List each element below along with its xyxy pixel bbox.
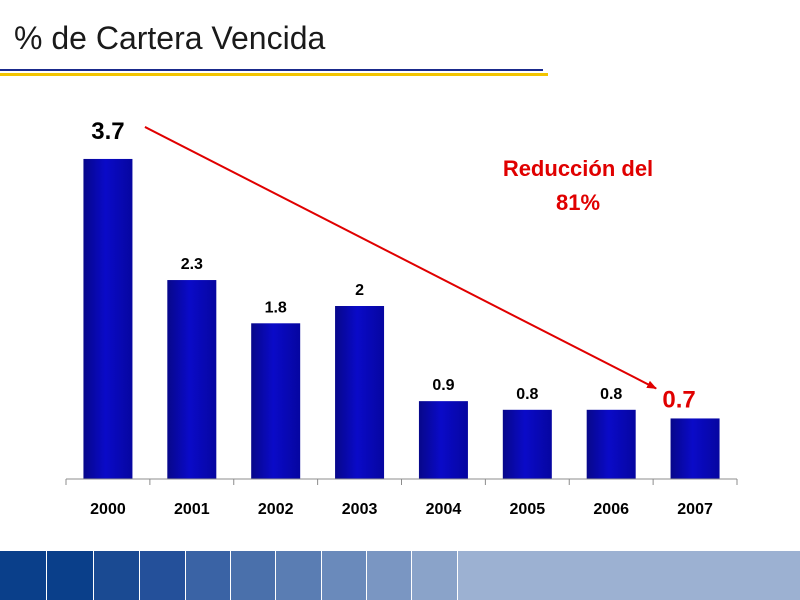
footer-segment [276, 551, 322, 600]
x-tick-label: 2003 [342, 501, 378, 518]
bar-2007 [670, 418, 720, 479]
bar-2005 [502, 409, 552, 479]
x-tick-label: 2001 [174, 501, 210, 518]
value-label-2007: 0.7 [662, 386, 695, 413]
footer-segment [231, 551, 276, 600]
value-label-2003: 2 [355, 282, 364, 299]
footer-segment [0, 551, 47, 600]
x-tick-label: 2005 [510, 501, 546, 518]
value-label-2006: 0.8 [600, 386, 622, 403]
trend-arrow [144, 126, 657, 390]
page-title: % de Cartera Vencida [14, 20, 326, 56]
x-tick-label: 2000 [90, 501, 126, 518]
value-label-2001: 2.3 [181, 256, 203, 273]
x-tick-label: 2006 [593, 501, 629, 518]
value-label-2005: 0.8 [516, 386, 538, 403]
value-label-2000: 3.7 [91, 118, 124, 145]
bar-2001 [167, 280, 217, 479]
footer-segment [458, 551, 800, 600]
footer-segment [47, 551, 94, 600]
footer-band [0, 551, 800, 600]
x-tick-label: 2004 [426, 501, 462, 518]
bar-2002 [251, 323, 301, 479]
value-label-2002: 1.8 [265, 299, 287, 316]
bar-2000 [83, 158, 133, 479]
title-underline-blue [0, 69, 543, 71]
x-tick-label: 2002 [258, 501, 294, 518]
footer-segment [140, 551, 186, 600]
bar-chart: 2000 3.7 2001 2.3 2002 1.8 2003 2 2004 0.9 2005 0.8… [65, 118, 738, 518]
footer-segment [322, 551, 367, 600]
reduction-annotation: 81% [556, 190, 600, 215]
bar-2003 [335, 306, 385, 479]
footer-segment [412, 551, 458, 600]
footer-segment [186, 551, 231, 600]
footer-segment [94, 551, 140, 600]
x-tick-label: 2007 [677, 501, 713, 518]
value-label-2004: 0.9 [432, 377, 454, 394]
reduction-annotation: Reducción del [503, 156, 653, 181]
bar-2006 [586, 409, 636, 479]
bar-2004 [418, 401, 468, 479]
footer-segment [367, 551, 412, 600]
title-underline-gold [0, 73, 548, 76]
